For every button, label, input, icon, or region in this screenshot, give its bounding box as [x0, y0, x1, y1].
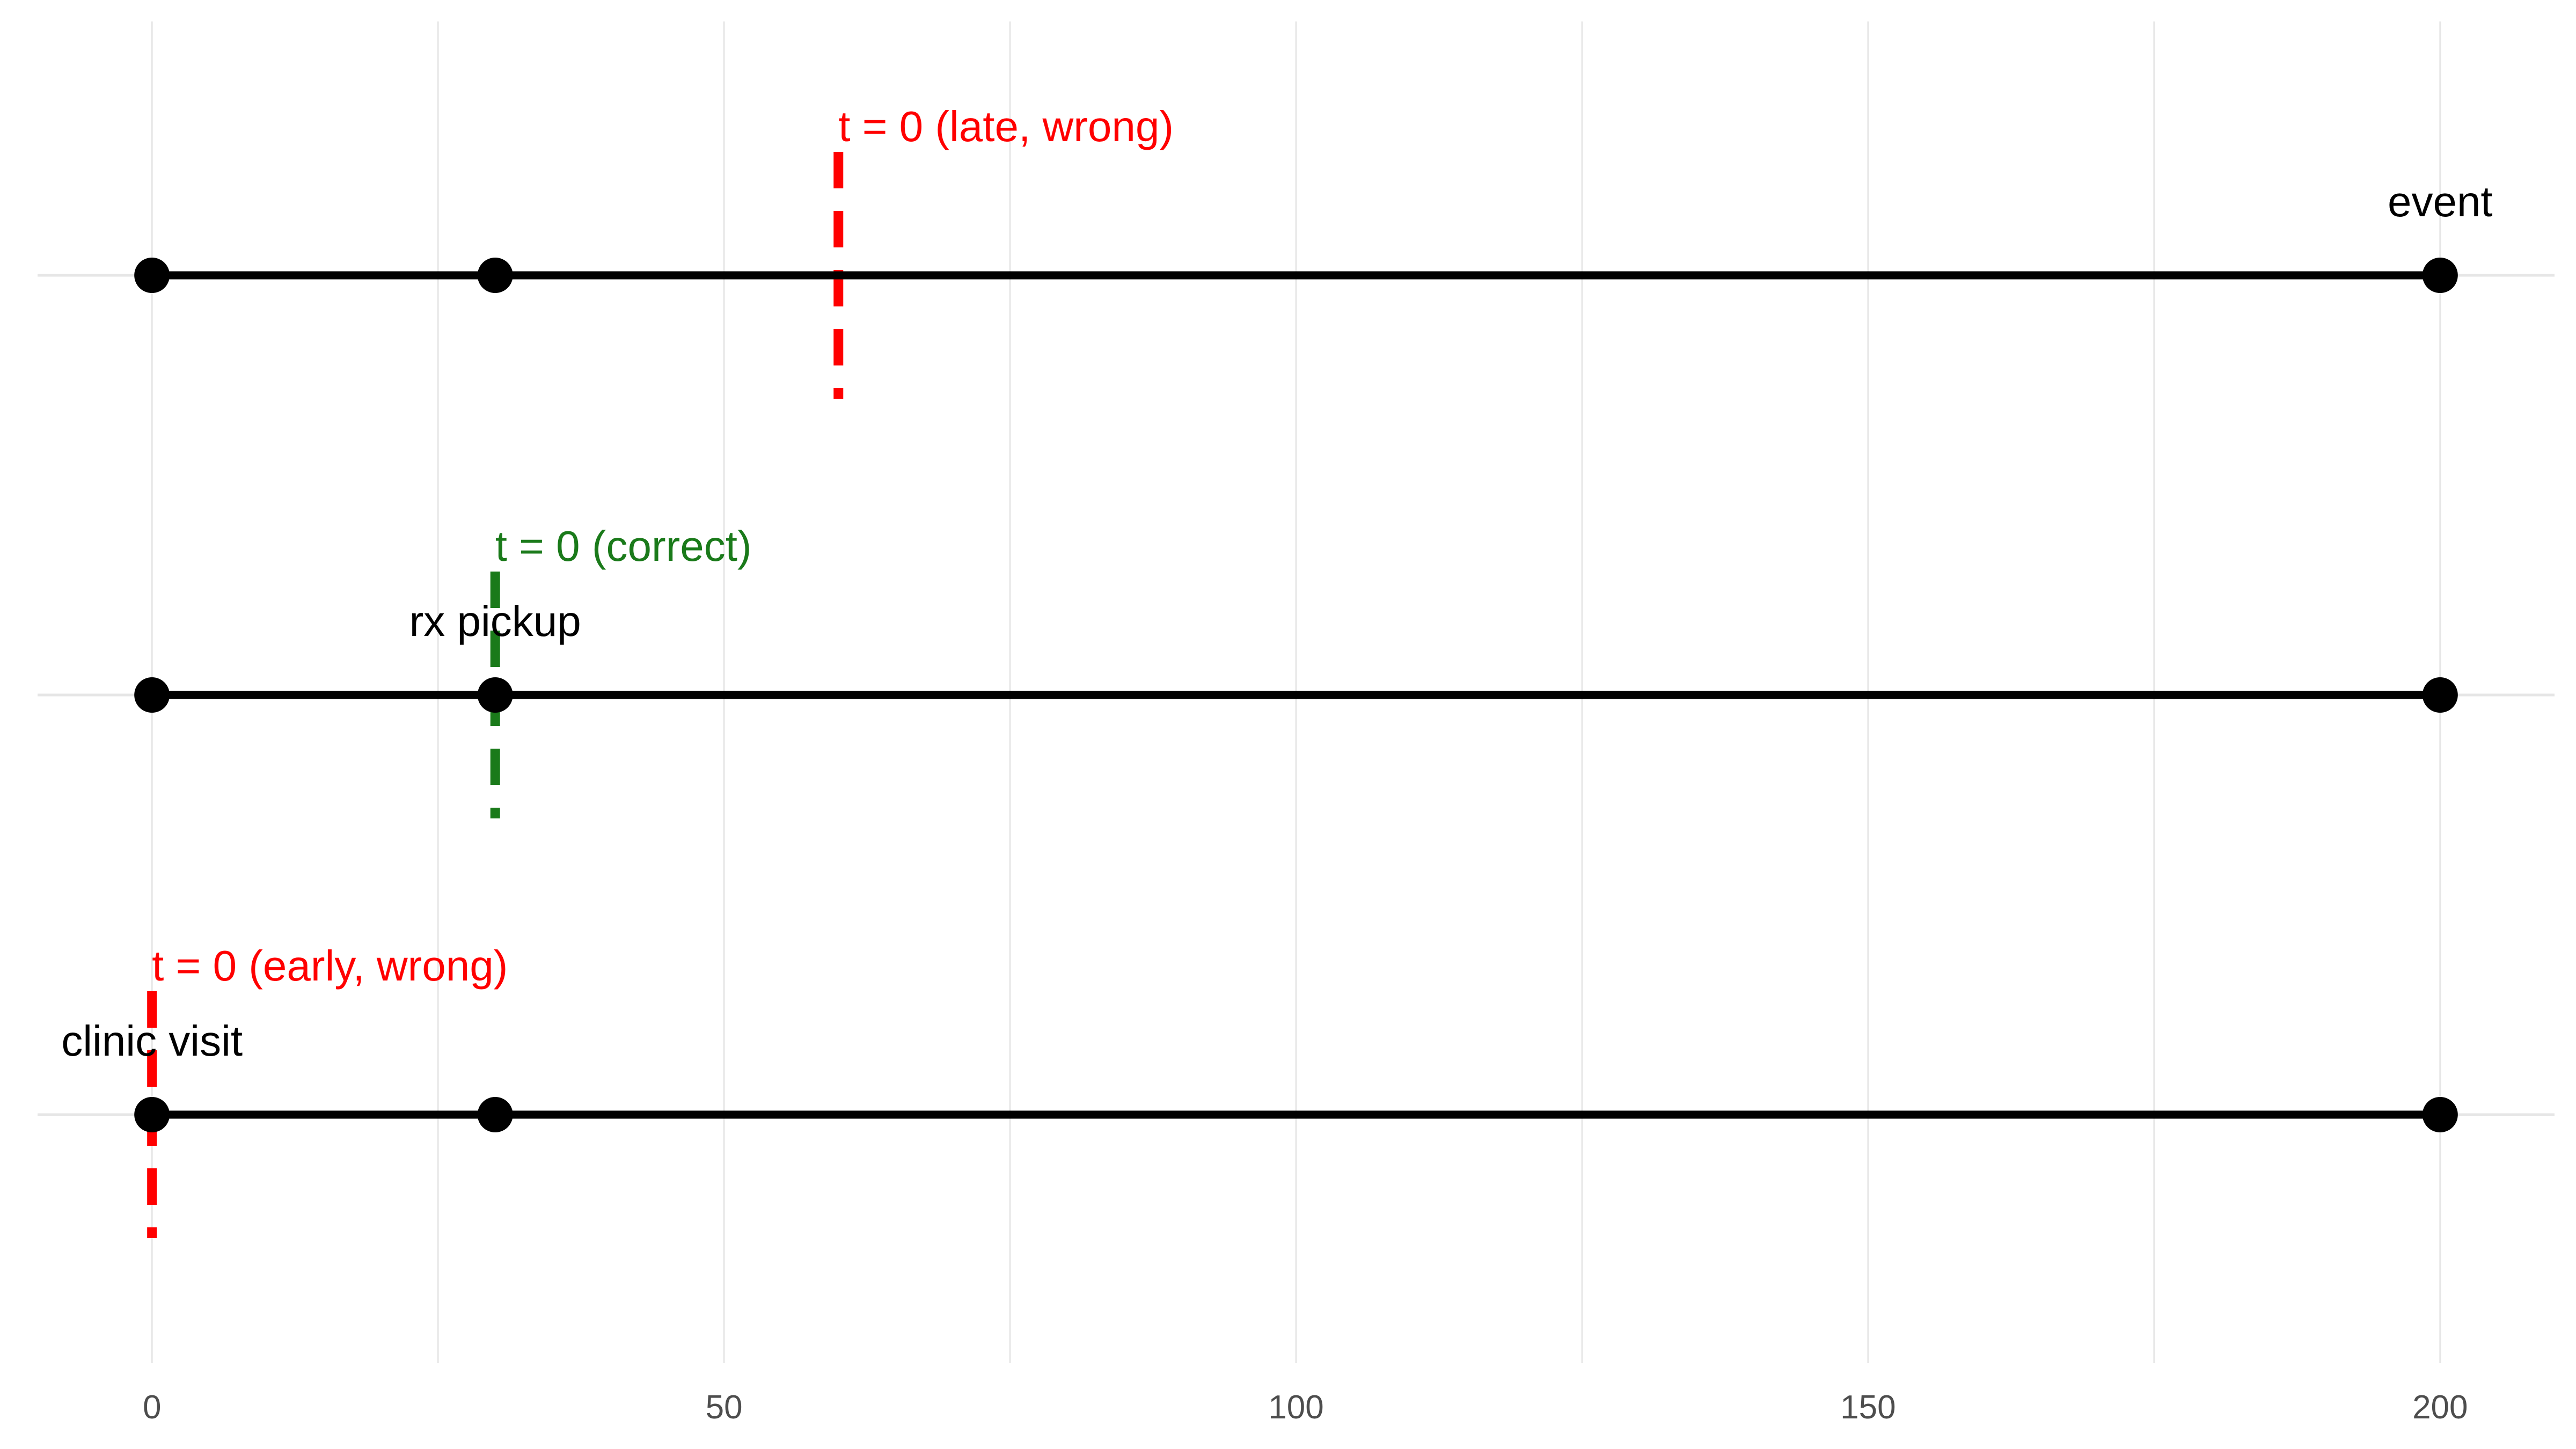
t0-label: t = 0 (early, wrong)	[152, 942, 508, 990]
x-tick-label: 200	[2412, 1389, 2468, 1426]
x-tick-label: 150	[1840, 1389, 1896, 1426]
timeline-points	[134, 258, 2458, 1132]
t0-label: t = 0 (correct)	[495, 522, 752, 570]
x-tick-label: 50	[706, 1389, 743, 1426]
t0-label: t = 0 (late, wrong)	[838, 103, 1174, 150]
x-tick-label: 0	[143, 1389, 161, 1426]
timeline-point	[477, 677, 513, 713]
timeline-point	[134, 258, 170, 293]
x-tick-label: 100	[1268, 1389, 1323, 1426]
timeline-point	[2422, 677, 2458, 713]
annotations: t = 0 (late, wrong) event t = 0 (correct) r…	[61, 103, 2492, 1065]
timeline-point	[2422, 258, 2458, 293]
timeline-point	[134, 677, 170, 713]
event-label: clinic visit	[61, 1017, 243, 1065]
timeline-lines	[152, 271, 2440, 1119]
event-label: rx pickup	[409, 597, 581, 645]
timeline-point	[477, 258, 513, 293]
timeline-point	[477, 1097, 513, 1132]
timeline-point	[2422, 1097, 2458, 1132]
event-label: event	[2388, 178, 2493, 225]
timeline-point	[134, 1097, 170, 1132]
x-axis-ticks: 0 50 100 150 200	[143, 1389, 2468, 1426]
